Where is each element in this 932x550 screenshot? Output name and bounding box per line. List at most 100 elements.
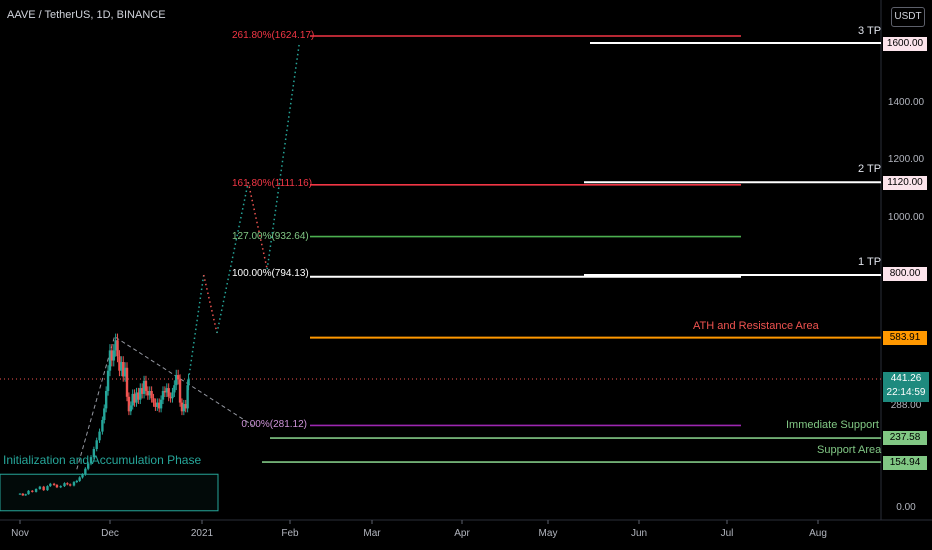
tp3-price-tag: 1600.00 <box>883 37 927 51</box>
candle-body <box>59 486 62 488</box>
candle-body <box>110 350 114 361</box>
y-tick-obscured: 288.00 <box>890 400 922 411</box>
candle-body <box>173 385 176 393</box>
x-tick: Mar <box>363 528 381 539</box>
candle-body <box>116 340 119 357</box>
candle-body <box>104 391 108 409</box>
candle-body <box>152 398 155 403</box>
candle-body <box>46 486 49 491</box>
candle-body <box>156 402 159 407</box>
candle-body <box>49 483 52 487</box>
candle-body <box>106 370 110 391</box>
current-price-tag: 441.26 22:14:59 <box>883 372 929 402</box>
candle-body <box>78 477 81 481</box>
x-tick: May <box>538 528 558 539</box>
candle-body <box>21 493 25 496</box>
x-tick: Aug <box>809 528 827 539</box>
fib-261-label: 261.80%(1624.17) <box>232 30 315 41</box>
projection-segment <box>266 42 301 270</box>
candle-body <box>31 490 34 492</box>
candlesticks <box>18 333 190 496</box>
candle-body <box>154 402 157 407</box>
candle-body <box>150 391 153 399</box>
candle-body <box>161 391 165 400</box>
candle-body <box>171 392 174 399</box>
candle-body <box>114 340 117 351</box>
projection-segment <box>247 182 268 270</box>
fib-100-label: 100.00%(794.13) <box>232 268 309 279</box>
candle-body <box>146 391 150 396</box>
tp2-price-tag: 1120.00 <box>883 176 927 190</box>
level-lines <box>0 35 881 512</box>
candle-body <box>169 396 172 399</box>
candle-body <box>84 468 87 475</box>
candle-body <box>120 362 123 371</box>
candle-body <box>38 486 42 490</box>
symbol-title: AAVE / TetherUS, 1D, BINANCE <box>7 9 166 21</box>
projection-path <box>187 42 301 380</box>
candle-body <box>178 379 182 403</box>
x-tick: Nov <box>11 528 29 539</box>
projection-segment <box>187 274 205 380</box>
y-tick: 1200.00 <box>887 154 925 165</box>
tp1-label: 1 TP <box>858 256 882 268</box>
trendlines <box>76 335 254 470</box>
currency-button[interactable]: USDT <box>891 7 925 27</box>
countdown-timer: 22:14:59 <box>886 387 926 398</box>
candle-body <box>163 391 167 393</box>
candle-body <box>144 380 148 391</box>
projection-segment <box>216 182 249 334</box>
candle-body <box>167 388 170 397</box>
candle-body <box>92 449 96 458</box>
candle-body <box>118 356 121 371</box>
tp2-label: 2 TP <box>858 163 882 175</box>
candle-body <box>34 489 38 492</box>
candle-body <box>81 474 84 478</box>
candle-body <box>187 379 190 386</box>
candle-body <box>123 367 127 377</box>
candle-body <box>63 483 66 487</box>
tp3-label: 3 TP <box>858 25 882 37</box>
candle-body <box>176 375 180 380</box>
y-tick: 1000.00 <box>887 212 925 223</box>
candle-body <box>186 385 189 409</box>
fib-127-label: 127.00%(932.64) <box>232 231 309 242</box>
candle-body <box>140 388 144 394</box>
support-area-annotation: Support Area <box>817 444 882 456</box>
candle-body <box>112 350 115 361</box>
support-area-price-tag: 154.94 <box>883 456 927 470</box>
candle-body <box>129 405 132 412</box>
candle-body <box>122 362 125 377</box>
ascending-trendline <box>76 335 116 470</box>
candle-body <box>175 375 178 386</box>
fib-161-label: 161.80%(1111.16) <box>232 178 313 189</box>
y-tick: 0.00 <box>896 502 916 513</box>
current-price: 441.26 <box>890 373 922 384</box>
candle-body <box>184 404 187 409</box>
tp1-price-tag: 800.00 <box>883 267 927 281</box>
candle-body <box>158 402 161 409</box>
immediate-support-annotation: Immediate Support <box>786 419 879 431</box>
phase-annotation: Initialization and Accumulation Phase <box>3 453 202 467</box>
candle-body <box>139 388 142 400</box>
candle-body <box>135 392 138 403</box>
candle-body <box>180 402 184 412</box>
candle-body <box>66 483 69 485</box>
candle-body <box>133 393 136 403</box>
candle-body <box>68 484 72 486</box>
candle-body <box>137 392 140 400</box>
projection-segment <box>202 274 218 334</box>
candle-body <box>72 482 76 486</box>
x-tick: Jun <box>630 528 648 539</box>
candle-body <box>89 457 93 464</box>
x-tick: Jul <box>720 528 734 539</box>
candle-body <box>165 388 168 393</box>
immediate-support-price-tag: 237.58 <box>883 431 927 445</box>
candle-body <box>103 408 106 420</box>
x-tick: Dec <box>101 528 119 539</box>
candle-body <box>24 494 27 496</box>
candle-body <box>18 493 22 495</box>
candle-body <box>125 367 129 397</box>
candle-body <box>27 490 30 495</box>
